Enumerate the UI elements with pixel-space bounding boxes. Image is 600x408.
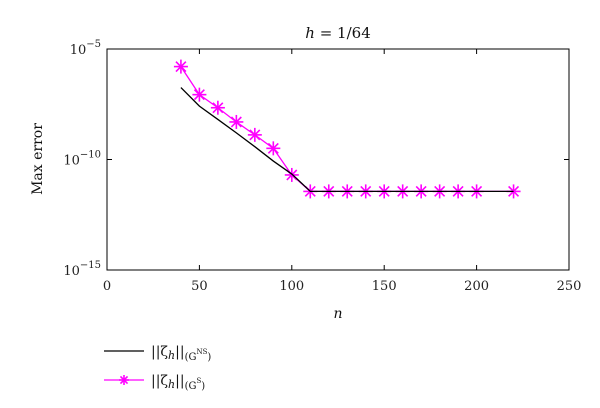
legend-norm-sup: S [196,377,201,385]
x-tick-label: 250 [557,279,582,294]
series-0 [180,87,514,193]
legend-norm-open: ||ζ [151,344,168,360]
series-layer [173,59,521,199]
legend-norm-close: || [175,373,184,389]
data-point-marker [192,87,207,102]
data-point-marker [210,100,225,115]
legend-sub: h [168,378,175,391]
legend-norm-end: ) [201,381,205,392]
chart-title: h = 1/64 [305,24,370,42]
legend-label-gns: ||ζh||(GNS) [151,344,211,363]
x-tick-label: 200 [464,279,489,294]
legend-norm-close: || [175,344,184,360]
legend-marker-gs [119,375,129,385]
title-variable: h [305,24,315,42]
y-tick-label: 10−15 [63,260,101,279]
data-point-marker [173,59,188,74]
data-point-marker [266,141,281,156]
x-tick-label: 0 [103,279,111,294]
data-point-marker [229,114,244,129]
legend-asterisk-icon [119,375,129,385]
x-axis-title: n [333,306,342,322]
y-tick-label: 10−10 [63,150,101,169]
x-tick-label: 150 [372,279,397,294]
x-tick-label: 100 [279,279,304,294]
legend-norm-end: ) [207,352,211,363]
legend: ||ζh||(GNS) ||ζh||(GS) [104,344,211,392]
data-point-marker [247,127,262,142]
data-point-marker [284,167,299,182]
legend-norm-sup: NS [196,348,207,356]
legend-norm-sub: (G [185,381,197,392]
y-axis-title: Max error [30,123,46,195]
legend-sub: h [168,349,175,362]
axis-ticks: 0 50 100 150 200 250 10−5 10−10 10−15 [63,39,581,294]
x-tick-label: 50 [191,279,208,294]
plot-frame [106,48,570,271]
legend-norm-sub: (G [185,352,197,363]
legend-norm-open: ||ζ [151,373,168,389]
title-value: 1/64 [337,24,371,42]
series-1 [173,59,521,199]
y-tick-label: 10−5 [70,39,101,58]
series-line [180,87,514,193]
legend-label-gs: ||ζh||(GS) [151,373,205,392]
title-equals: = [315,24,337,42]
